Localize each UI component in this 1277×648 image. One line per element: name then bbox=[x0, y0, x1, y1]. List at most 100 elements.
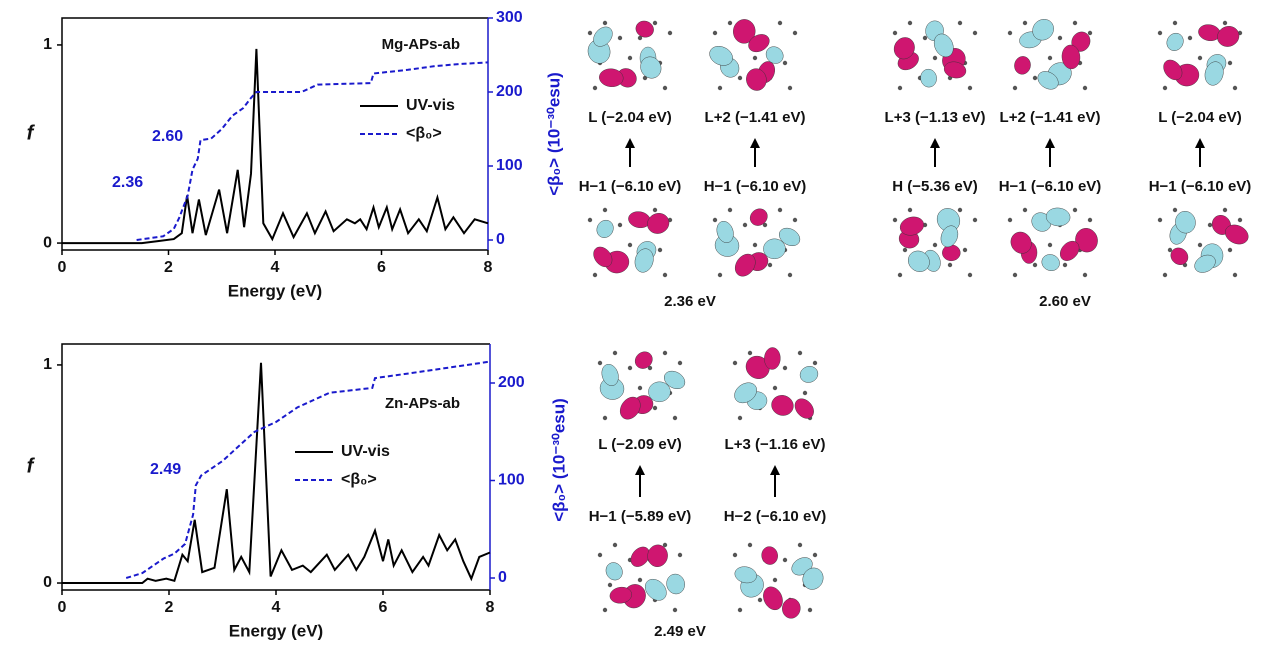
atom bbox=[598, 361, 602, 365]
legend-label: <β₀> bbox=[341, 471, 377, 488]
orbital-label: H−1 (−5.89 eV) bbox=[589, 508, 692, 525]
atom bbox=[783, 61, 787, 65]
orbital-label: L (−2.09 eV) bbox=[598, 436, 682, 453]
transition-energy: 2.49 eV bbox=[654, 623, 706, 640]
orbital-lobe bbox=[641, 575, 671, 605]
atom bbox=[813, 361, 817, 365]
annotation: 2.49 bbox=[150, 461, 181, 478]
atom bbox=[628, 243, 632, 247]
atom bbox=[1013, 273, 1017, 277]
x-tick-label: 0 bbox=[58, 259, 67, 276]
atom bbox=[653, 406, 657, 410]
chart-title: Mg-APs-ab bbox=[382, 36, 460, 53]
atom bbox=[588, 31, 592, 35]
orbital-image bbox=[731, 347, 820, 422]
orbital-label: L (−2.04 eV) bbox=[588, 109, 672, 126]
atom bbox=[1228, 61, 1232, 65]
orbital-label: H−1 (−6.10 eV) bbox=[704, 178, 807, 195]
atom bbox=[1188, 36, 1192, 40]
legend-label: UV-vis bbox=[406, 97, 455, 114]
y2-tick-label: 100 bbox=[498, 472, 525, 489]
arrow-head bbox=[635, 465, 645, 475]
atom bbox=[788, 86, 792, 90]
atom bbox=[728, 21, 732, 25]
orbital-image bbox=[733, 543, 827, 620]
atom bbox=[663, 351, 667, 355]
figure: 02468010100200300Energy (eV)f<β₀> (10⁻³⁰… bbox=[0, 0, 1277, 648]
orbital-lobe bbox=[1013, 55, 1032, 76]
atom bbox=[608, 583, 612, 587]
atom bbox=[1223, 208, 1227, 212]
y2-tick-label: 200 bbox=[498, 374, 525, 391]
atom bbox=[1033, 76, 1037, 80]
y-axis-label: f bbox=[27, 122, 36, 144]
axis-frame bbox=[62, 344, 490, 590]
orbital-lobe bbox=[764, 347, 781, 370]
orbital-image bbox=[706, 19, 797, 93]
atom bbox=[803, 391, 807, 395]
atom bbox=[713, 218, 717, 222]
atom bbox=[1158, 218, 1162, 222]
atom bbox=[773, 578, 777, 582]
x-tick-label: 0 bbox=[58, 599, 67, 616]
y2-axis-label: <β₀> (10⁻³⁰esu) bbox=[549, 398, 568, 522]
orbital-image bbox=[598, 348, 688, 423]
atom bbox=[603, 416, 607, 420]
atom bbox=[1058, 36, 1062, 40]
atom bbox=[618, 223, 622, 227]
atom bbox=[753, 56, 757, 60]
arrow-head bbox=[625, 138, 635, 148]
orbital-lobe bbox=[769, 392, 796, 418]
atom bbox=[1163, 86, 1167, 90]
atom bbox=[748, 351, 752, 355]
atom bbox=[1228, 248, 1232, 252]
atom bbox=[713, 31, 717, 35]
atom bbox=[1048, 56, 1052, 60]
orbital-lobe bbox=[1214, 23, 1242, 50]
y-tick-label: 0 bbox=[43, 574, 52, 591]
x-tick-label: 8 bbox=[486, 599, 495, 616]
atom bbox=[613, 351, 617, 355]
atom bbox=[1233, 86, 1237, 90]
atom bbox=[598, 553, 602, 557]
atom bbox=[773, 386, 777, 390]
atom bbox=[1073, 208, 1077, 212]
atom bbox=[788, 273, 792, 277]
orbital-image bbox=[588, 208, 672, 277]
atom bbox=[603, 608, 607, 612]
y-tick-label: 1 bbox=[43, 36, 52, 53]
orbital-lobe bbox=[633, 18, 656, 39]
atom bbox=[1158, 31, 1162, 35]
atom bbox=[933, 243, 937, 247]
atom bbox=[1013, 86, 1017, 90]
y2-tick-label: 100 bbox=[496, 157, 523, 174]
atom bbox=[1008, 31, 1012, 35]
atom bbox=[973, 31, 977, 35]
atom bbox=[1083, 86, 1087, 90]
orbital-lobe bbox=[594, 217, 617, 241]
orbital-lobe bbox=[1167, 244, 1191, 268]
y-axis-label: f bbox=[27, 455, 36, 477]
atom bbox=[908, 21, 912, 25]
atom bbox=[903, 248, 907, 252]
orbital-lobe bbox=[646, 544, 669, 569]
orbital-lobe bbox=[603, 560, 626, 584]
orbital-lobe bbox=[1039, 252, 1062, 273]
atom bbox=[593, 86, 597, 90]
atom bbox=[678, 553, 682, 557]
atom bbox=[1198, 243, 1202, 247]
atom bbox=[933, 56, 937, 60]
atom bbox=[618, 36, 622, 40]
y-tick-label: 1 bbox=[43, 356, 52, 373]
atom bbox=[653, 208, 657, 212]
y2-tick-label: 200 bbox=[496, 83, 523, 100]
orbital-image bbox=[893, 204, 977, 277]
y2-tick-label: 0 bbox=[498, 569, 507, 586]
atom bbox=[968, 273, 972, 277]
series-line bbox=[62, 49, 488, 243]
transition-energy: 2.36 eV bbox=[664, 293, 716, 310]
atom bbox=[743, 223, 747, 227]
arrow-head bbox=[1195, 138, 1205, 148]
orbital-image bbox=[1007, 207, 1101, 277]
atom bbox=[733, 361, 737, 365]
